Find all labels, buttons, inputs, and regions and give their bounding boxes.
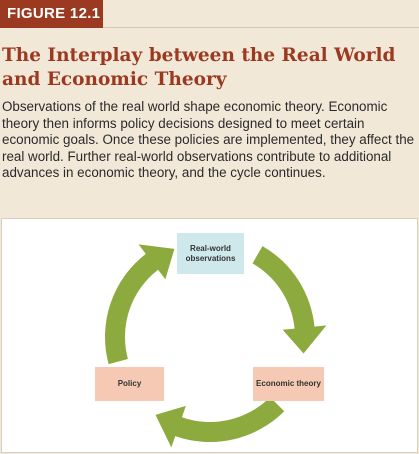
node-policy: Policy bbox=[95, 367, 164, 401]
node-economic-theory: Economic theory bbox=[253, 367, 324, 401]
node-real-world-observations: Real-world observations bbox=[177, 233, 244, 274]
arrow-policy-to-real-world bbox=[105, 244, 175, 365]
arrow-real-world-to-theory bbox=[252, 246, 327, 354]
arrow-theory-to-policy bbox=[155, 397, 285, 448]
cycle-arrows bbox=[105, 244, 327, 448]
figure-title: The Interplay between the Real World and… bbox=[2, 45, 396, 90]
header-rule bbox=[103, 27, 419, 28]
figure-caption: Observations of the real world shape eco… bbox=[2, 99, 415, 180]
cycle-diagram: Real-world observations Policy Economic … bbox=[1, 218, 418, 453]
figure-number-tag: FIGURE 12.1 bbox=[0, 0, 103, 28]
